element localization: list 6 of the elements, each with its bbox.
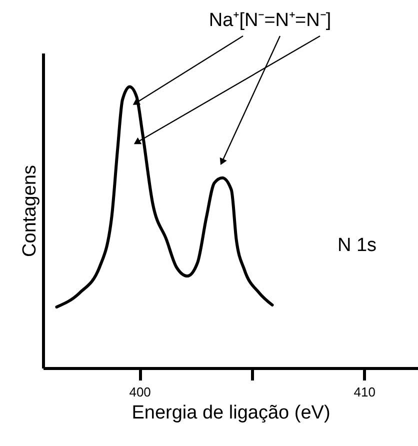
y-axis-title: Contagens [20,165,40,257]
annotation: N 1s [337,235,377,256]
x-tick-label: 410 [354,384,376,400]
text: Na⁺[N⁻=N⁺=N⁻] [208,10,332,31]
x-axis-title: Energia de ligação (eV) [132,402,330,424]
x-tick-label: 400 [129,384,151,400]
